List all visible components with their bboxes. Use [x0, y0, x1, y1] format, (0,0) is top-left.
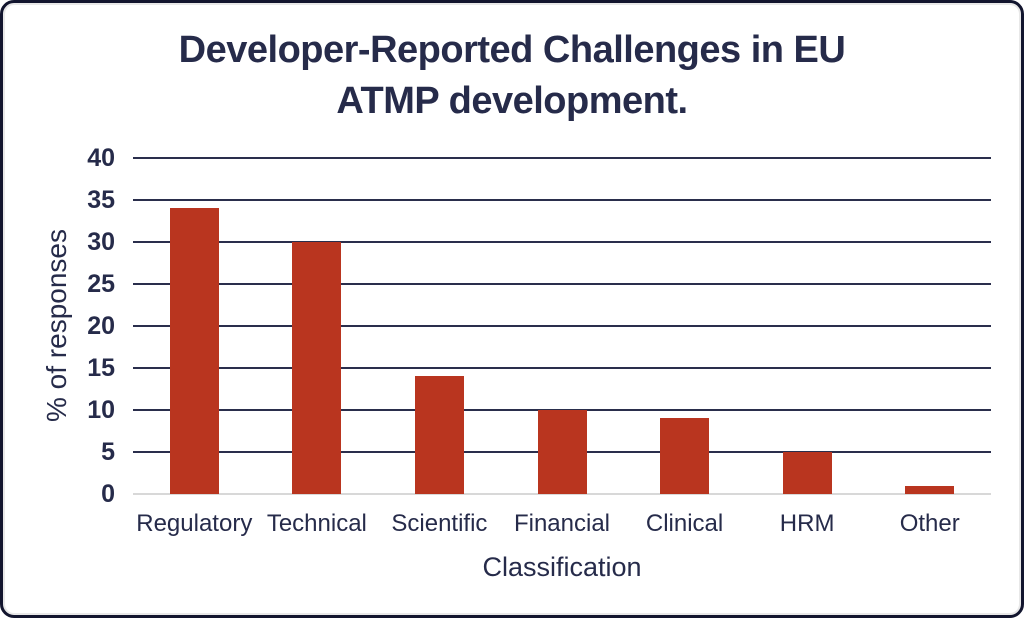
chart-title-line1: Developer-Reported Challenges in EU: [178, 29, 846, 71]
gridline-20: [133, 325, 991, 327]
y-tick-label-40: 40: [87, 144, 115, 172]
bar-regulatory: [169, 208, 219, 494]
chart-title: Developer-Reported Challenges in EU ATMP…: [3, 25, 1021, 128]
y-tick-label-15: 15: [87, 354, 115, 382]
x-tick-label-regulatory: Regulatory: [136, 510, 253, 537]
x-tick-label-hrm: HRM: [779, 510, 835, 537]
chart-title-line2: ATMP development.: [336, 80, 688, 123]
bar-technical: [292, 242, 342, 494]
bar-scientific: [414, 376, 464, 494]
y-tick-label-25: 25: [87, 270, 115, 298]
x-tick-label-other: Other: [899, 510, 960, 537]
gridline-0: [133, 493, 991, 495]
y-tick-label-30: 30: [87, 228, 115, 256]
bar-clinical: [660, 418, 710, 494]
x-axis-title: Classification: [482, 552, 642, 582]
y-tick-label-10: 10: [87, 396, 115, 424]
x-tick-label-clinical: Clinical: [645, 510, 724, 537]
x-tick-label-financial: Financial: [513, 510, 610, 537]
gridline-30: [133, 241, 991, 243]
y-tick-label-20: 20: [87, 312, 115, 340]
gridline-15: [133, 367, 991, 369]
gridline-25: [133, 283, 991, 285]
bar-financial: [537, 410, 587, 494]
x-tick-label-technical: Technical: [266, 510, 367, 537]
y-tick-label-5: 5: [101, 438, 115, 466]
x-tick-label-scientific: Scientific: [391, 510, 488, 537]
gridline-40: [133, 157, 991, 159]
bar-other: [905, 485, 955, 494]
y-tick-label-35: 35: [87, 186, 115, 214]
gridline-35: [133, 199, 991, 201]
bar-hrm: [782, 452, 832, 494]
y-tick-label-0: 0: [101, 480, 115, 508]
